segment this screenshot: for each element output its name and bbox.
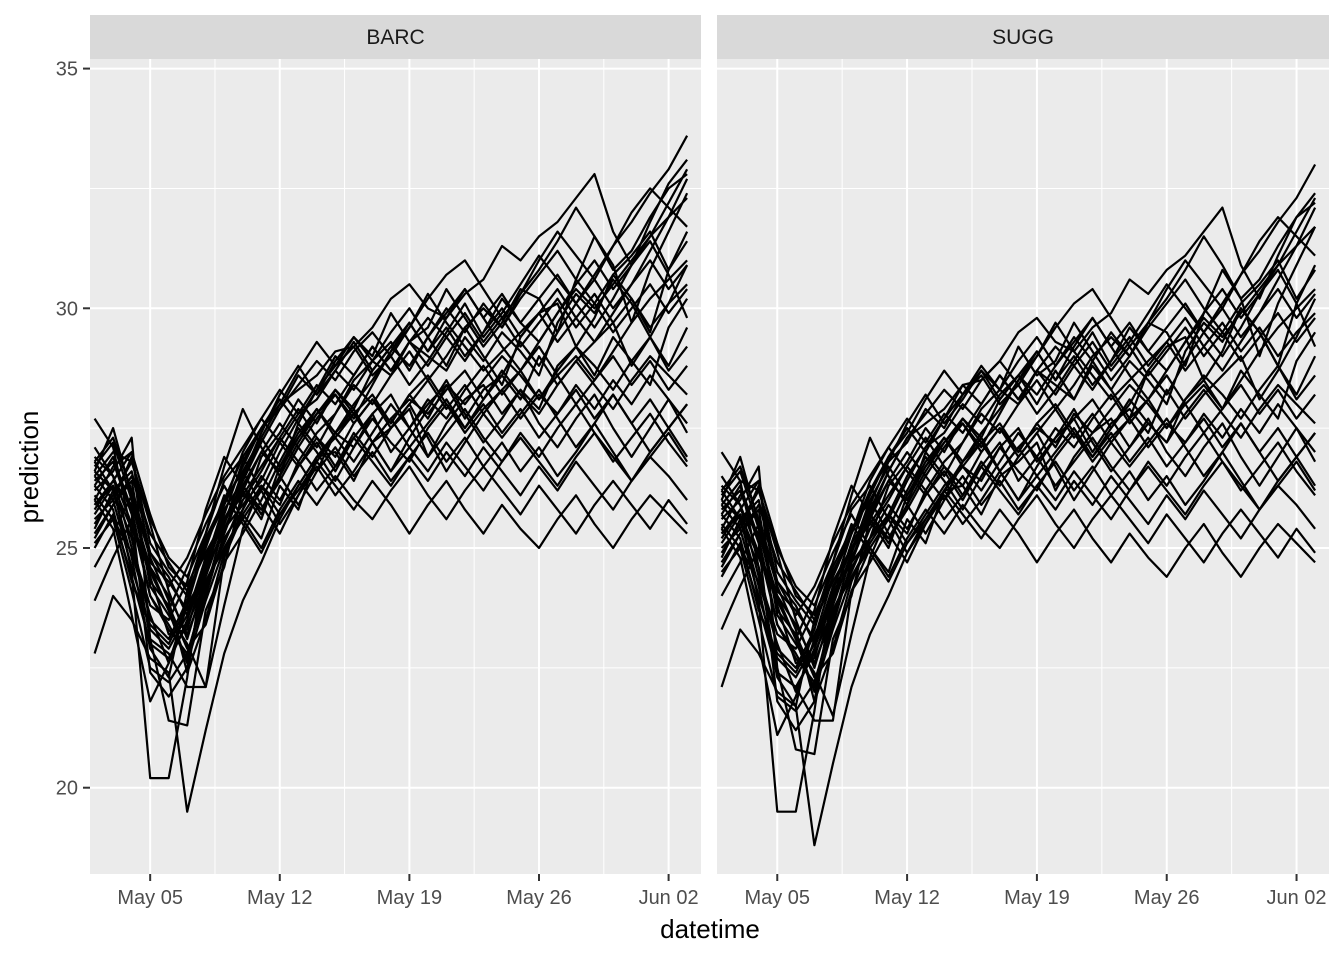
- x-tick-label: Jun 02: [1267, 887, 1327, 909]
- series-line-30: [720, 312, 1316, 617]
- x-tick-label: May 26: [506, 887, 572, 909]
- y-tick-label: 20: [56, 778, 78, 800]
- series-line-29: [93, 283, 688, 665]
- y-tick-label: 30: [56, 298, 78, 320]
- y-tick-label: 25: [56, 538, 78, 560]
- series-line-25: [720, 484, 1316, 689]
- y-axis-title: prediction: [14, 411, 44, 524]
- y-tick-label: 35: [56, 59, 78, 81]
- panel-barc: BARC: [90, 15, 701, 874]
- series-group: [93, 135, 689, 813]
- series-line-30: [93, 283, 688, 588]
- x-tick-label: May 12: [874, 887, 940, 909]
- x-tick-label: May 19: [377, 887, 443, 909]
- series-line-25: [93, 455, 688, 660]
- series-line-4: [93, 264, 689, 813]
- x-tick-label: May 19: [1004, 887, 1070, 909]
- series-line-27: [93, 388, 688, 641]
- x-tick-label: May 12: [247, 887, 313, 909]
- series-line-28: [720, 383, 1316, 641]
- series-line-4: [720, 298, 1317, 847]
- x-axis-title: datetime: [660, 914, 760, 944]
- series-line-28: [93, 355, 688, 612]
- series-line-26: [720, 455, 1317, 607]
- x-tick-label: May 05: [744, 887, 810, 909]
- series-line-26: [93, 427, 689, 578]
- x-tick-label: Jun 02: [639, 887, 699, 909]
- series-group: [720, 163, 1317, 847]
- panel-sugg: SUGG: [717, 15, 1329, 874]
- facet-strip-label: SUGG: [992, 26, 1054, 49]
- facet-strip: [717, 15, 1329, 59]
- series-line-29: [720, 312, 1316, 693]
- series-line-31: [720, 288, 1316, 617]
- series-line-27: [720, 417, 1316, 670]
- facet-strip-label: BARC: [366, 26, 424, 49]
- series-line-21: [93, 403, 688, 636]
- series-line-31: [93, 259, 688, 588]
- x-tick-label: May 26: [1134, 887, 1200, 909]
- series-line-21: [720, 431, 1316, 665]
- x-tick-label: May 05: [117, 887, 183, 909]
- series-line-2: [93, 192, 689, 703]
- facet-strip: [90, 15, 701, 59]
- series-line-2: [720, 226, 1317, 737]
